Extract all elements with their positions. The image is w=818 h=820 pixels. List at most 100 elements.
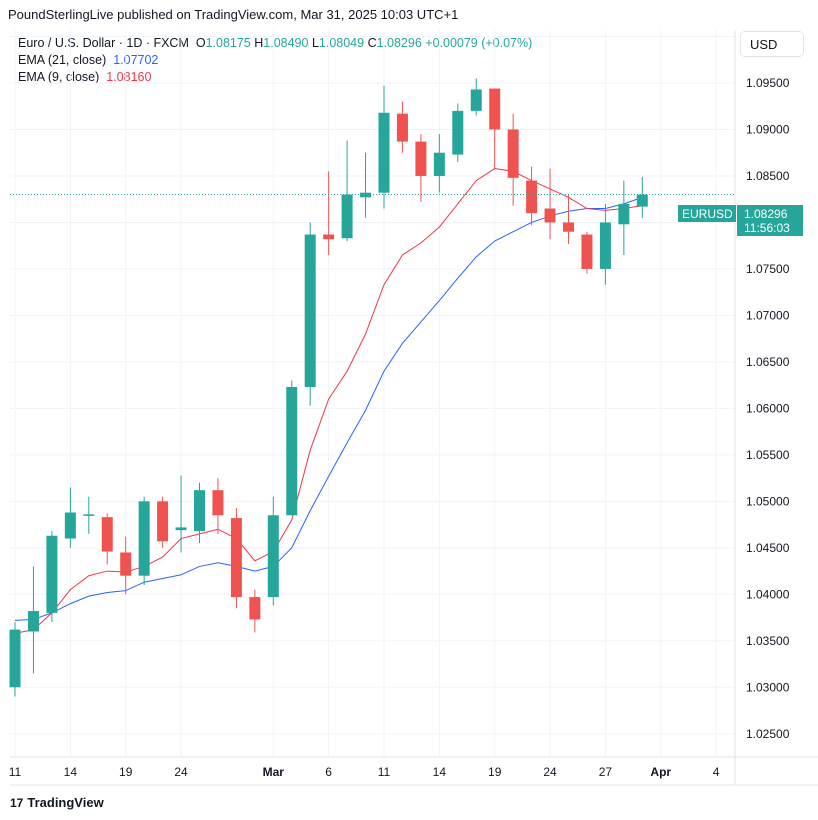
candle-body [470,89,482,111]
candle[interactable] [323,171,335,255]
ema21-line [14,196,643,621]
time-tick-label: 14 [433,765,447,779]
candle-body [452,110,464,155]
candle[interactable] [563,194,574,244]
candle-body [507,129,519,178]
candle[interactable] [415,134,427,202]
price-tag-value: 1.08296 [744,207,788,221]
candle[interactable] [286,380,298,516]
time-tick-label: 11 [9,765,22,779]
candle[interactable] [157,496,169,548]
price-tick-label: 1.03000 [746,680,790,694]
price-tag-bg [737,205,803,236]
candle[interactable] [101,513,113,565]
candle[interactable] [304,222,316,406]
candle-body [249,597,261,620]
candle-body [138,501,150,576]
legend-ema21-row[interactable]: EMA (21, close) 1.07702 [18,52,532,69]
candle[interactable] [507,113,519,206]
time-tick-label: Apr [650,765,671,779]
candle[interactable] [452,103,464,163]
candle[interactable] [360,152,372,218]
price-tick-label: 1.08500 [746,169,790,183]
ema21-label: EMA (21, close) [18,53,107,67]
price-tick-label: 1.05500 [746,448,790,462]
price-tick-label: 1.09000 [746,122,790,136]
candle[interactable] [470,78,482,116]
candle[interactable] [636,176,648,218]
currency-button[interactable]: USD [740,31,804,57]
time-tick-label: 6 [325,765,332,779]
candles [9,78,648,697]
candle[interactable] [378,85,390,209]
tradingview-branding[interactable]: 17 TradingView [10,795,104,810]
legend-ema9-row[interactable]: EMA (9, close) 1.08160 [18,69,532,86]
time-tick-label: 19 [488,765,502,779]
candle[interactable] [194,482,205,544]
candle[interactable] [526,166,538,226]
candle[interactable] [27,566,39,674]
symbol-title[interactable]: Euro / U.S. Dollar · 1D · FXCM [18,36,189,50]
price-tag-countdown: 11:56:03 [744,221,790,235]
candle-body [618,203,630,225]
candle[interactable] [489,88,501,169]
candle-body [415,141,427,176]
candle[interactable] [267,496,279,606]
ema21-polyline [14,196,643,621]
close-label: C [367,36,377,50]
low-value: 1.08049 [318,36,365,50]
candle[interactable] [341,140,353,242]
time-axis: 11 14 19 24 Mar 6 11 14 19 24 27 Apr 4 [9,765,720,779]
candle[interactable] [396,101,408,153]
candle-body [230,518,242,598]
candle-body [304,234,316,387]
candle-body [46,535,58,613]
ema21-value: 1.07702 [113,53,159,67]
price-tick-label: 1.06000 [746,401,790,415]
candle[interactable] [64,487,76,548]
candle-body [267,515,279,598]
candle-body [599,222,611,269]
candle-body [194,490,205,532]
candle[interactable] [83,496,95,534]
candle-body [544,208,556,223]
change-value: +0.00079 (+0.07%) [425,36,533,50]
candle[interactable] [9,622,21,697]
candle[interactable] [120,536,132,595]
candle[interactable] [433,134,445,193]
candle[interactable] [618,180,630,255]
candle-body [378,112,390,193]
candle-body [396,113,408,142]
candle-body [563,222,574,232]
time-tick-label: 11 [378,765,391,779]
candle[interactable] [46,531,58,623]
price-tick-label: 1.03500 [746,634,790,648]
price-tick-label: 1.02500 [746,727,790,741]
legend-ohlc-row[interactable]: Euro / U.S. Dollar · 1D · FXCM O1.08175 … [18,35,532,52]
candle-body [27,611,39,632]
candle[interactable] [599,203,611,285]
ema9-line [14,167,643,634]
high-value: 1.08490 [263,36,309,50]
candle[interactable] [544,168,556,240]
price-tick-label: 1.07500 [746,262,790,276]
price-tick-label: 1.04500 [746,541,790,555]
low-label: L [311,36,319,50]
candle[interactable] [212,478,224,534]
candle-body [101,517,113,552]
candle[interactable] [175,475,187,553]
candle[interactable] [230,507,242,609]
candle[interactable] [138,496,150,586]
price-tick-label: 1.04000 [746,587,790,601]
price-axis: 1.100001.095001.090001.085001.080001.075… [746,30,790,741]
chart-grid [10,30,735,757]
candle[interactable] [249,589,261,633]
high-label: H [254,36,264,50]
last-price-tag: EURUSD 1.08296 11:56:03 [678,205,803,236]
candle[interactable] [581,231,593,274]
candle-body [286,386,298,516]
price-tick-label: 1.06500 [746,355,790,369]
ema9-label: EMA (9, close) [18,70,100,84]
candle-body [64,512,76,539]
